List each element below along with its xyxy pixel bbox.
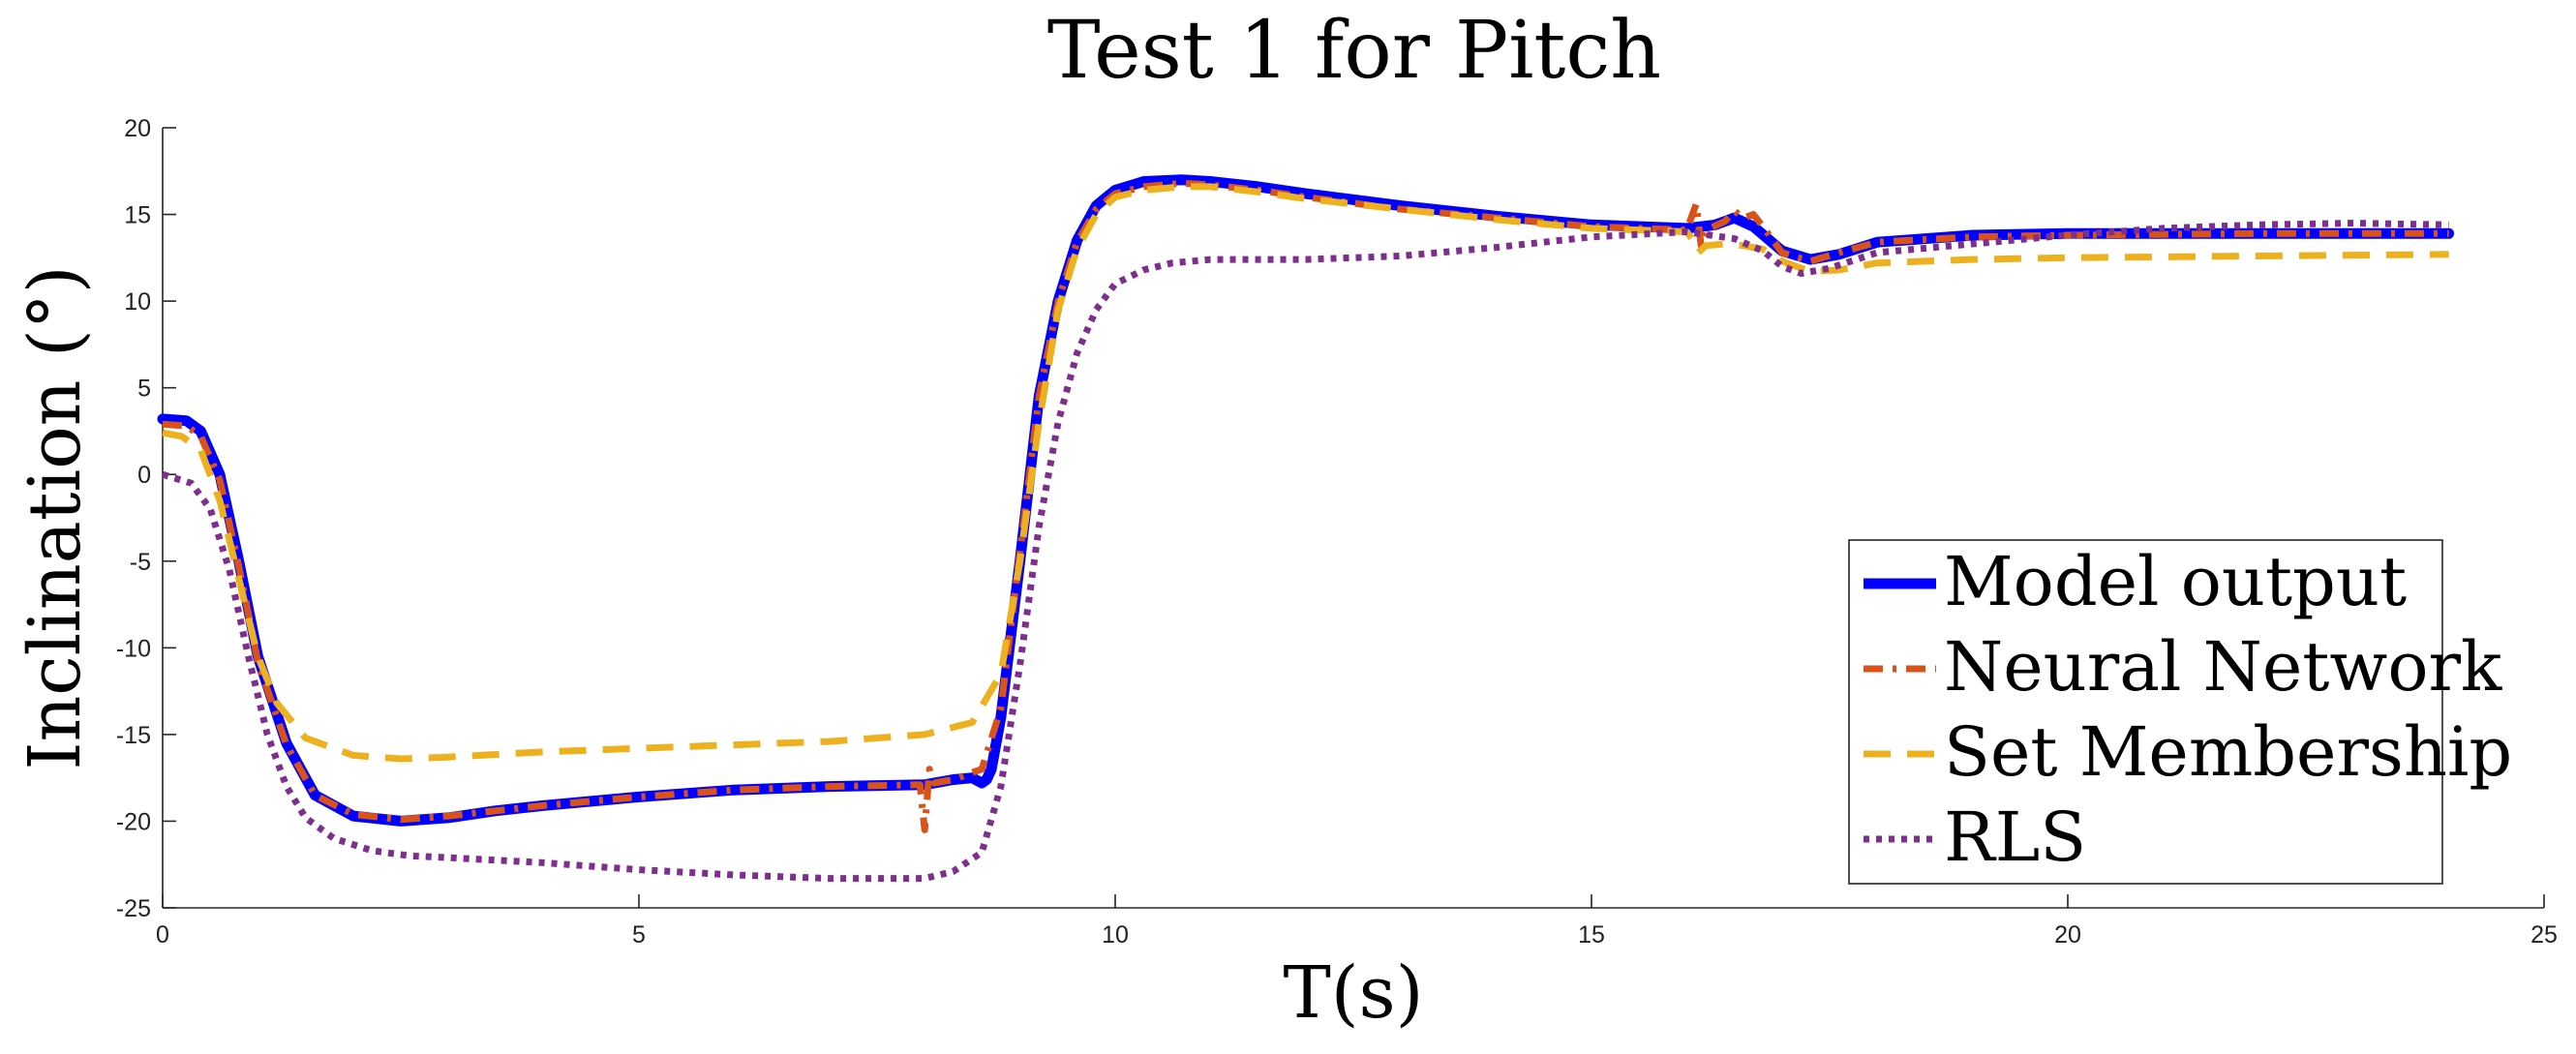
x-tick-label: 0: [156, 921, 169, 949]
series-rls: [161, 220, 2449, 883]
x-tick-label: 15: [1578, 921, 1605, 949]
plot-area: 0 5 10 15 20 25 -25 -20 -15 -10 -5 0 5 10 15 20: [116, 115, 2558, 949]
legend-label-set-membership: Set Membership: [1944, 712, 2512, 792]
x-tick-label: 20: [2054, 921, 2081, 949]
legend-label-neural-network: Neural Network: [1944, 627, 2502, 707]
y-tick-label: 20: [124, 115, 151, 142]
y-tick-label: -20: [116, 808, 151, 835]
y-tick-label: 5: [137, 376, 151, 403]
x-axis-label: T(s): [1283, 951, 1423, 1035]
legend-label-model-output: Model output: [1944, 542, 2407, 621]
legend-label-rls: RLS: [1944, 798, 2086, 877]
x-ticks: 0 5 10 15 20 25: [156, 894, 2558, 949]
series-group: [157, 174, 2455, 883]
y-tick-label: -25: [116, 895, 151, 922]
x-tick-label: 5: [632, 921, 646, 949]
y-tick-label: 0: [137, 462, 151, 489]
x-tick-label: 10: [1102, 921, 1129, 949]
y-tick-label: -10: [116, 635, 151, 662]
y-tick-label: 15: [124, 202, 151, 229]
legend-box: [1848, 539, 2443, 885]
series-set-membership: [162, 183, 2449, 763]
y-ticks: -25 -20 -15 -10 -5 0 5 10 15 20: [116, 115, 176, 922]
y-tick-label: 10: [124, 288, 151, 316]
chart-title: Test 1 for Pitch: [1047, 5, 1661, 97]
y-axis-label: Inclination (°): [14, 265, 97, 769]
x-tick-label: 25: [2531, 921, 2558, 949]
y-tick-label: -5: [130, 549, 151, 576]
y-tick-label: -15: [116, 722, 151, 749]
